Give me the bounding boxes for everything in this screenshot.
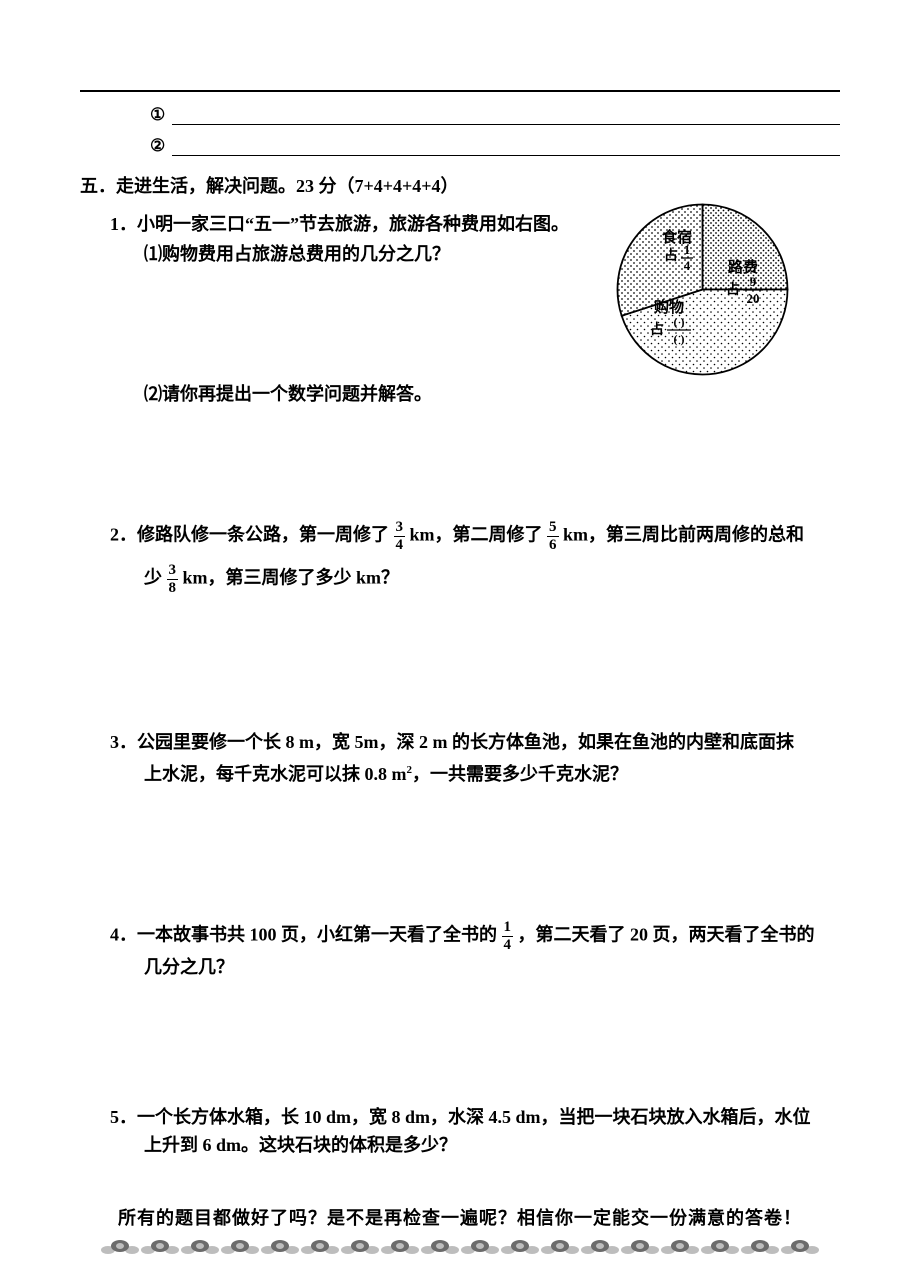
underline-2	[172, 131, 840, 156]
top-rule	[80, 90, 840, 92]
flower-border	[0, 1236, 920, 1258]
svg-text:( ): ( )	[674, 332, 685, 346]
flower-icon	[540, 1236, 580, 1258]
flower-icon	[460, 1236, 500, 1258]
section-5-heading: 五．走进生活，解决问题。23 分（7+4+4+4+4）	[80, 172, 840, 198]
question-2: 2．修路队修一条公路，第一周修了 34 km，第二周修了 56 km，第三周比前…	[110, 520, 840, 596]
svg-text:占: 占	[650, 321, 664, 338]
page: ① ② 五．走进生活，解决问题。23 分（7+4+4+4+4） 1．小明一家三口…	[0, 0, 920, 1288]
flower-icon	[740, 1236, 780, 1258]
pie-slice-food_lodging	[703, 205, 788, 290]
svg-text:20: 20	[747, 291, 760, 306]
question-4: 4．一本故事书共 100 页，小红第一天看了全书的 14 ，第二天看了 20 页…	[110, 920, 840, 981]
svg-text:( ): ( )	[674, 315, 685, 329]
flower-icon	[140, 1236, 180, 1258]
flower-icon	[260, 1236, 300, 1258]
circled-2: ②	[150, 136, 172, 156]
q2-number: 2．	[110, 525, 137, 545]
q2-frac2: 56	[547, 520, 559, 553]
flower-icon	[660, 1236, 700, 1258]
q1-sub2-text: 请你再提出一个数学问题并解答。	[162, 384, 432, 404]
flower-icon	[580, 1236, 620, 1258]
flower-icon	[100, 1236, 140, 1258]
q1-sub1-text: 购物费用占旅游总费用的几分之几？	[162, 244, 450, 264]
footer-text: 所有的题目都做好了吗？是不是再检查一遍呢？相信你一定能交一份满意的答卷！	[0, 1204, 920, 1230]
question-3: 3．公园里要修一个长 8 m，宽 5m，深 2 m 的长方体鱼池，如果在鱼池的内…	[110, 728, 840, 788]
pie-chart: 食宿 占 1 4 路费 占 9 20 购物 占 ( ) ( )	[615, 202, 790, 377]
flower-icon	[420, 1236, 460, 1258]
flower-icon	[180, 1236, 220, 1258]
blank-line-1: ①	[150, 100, 840, 125]
flower-icon	[500, 1236, 540, 1258]
q4-number: 4．	[110, 925, 137, 945]
q2-line1: 2．修路队修一条公路，第一周修了 34 km，第二周修了 56 km，第三周比前…	[110, 520, 840, 553]
q5-number: 5．	[110, 1107, 137, 1127]
q3-number: 3．	[110, 732, 137, 752]
svg-text:1: 1	[684, 242, 691, 257]
svg-text:占: 占	[664, 247, 678, 264]
footer: 所有的题目都做好了吗？是不是再检查一遍呢？相信你一定能交一份满意的答卷！	[0, 1204, 920, 1258]
blank-line-2: ②	[150, 131, 840, 156]
underline-1	[172, 100, 840, 125]
svg-text:9: 9	[750, 274, 757, 289]
q2-line2: 少 38 km，第三周修了多少 km？	[144, 563, 840, 596]
q1-sub2: ⑵请你再提出一个数学问题并解答。	[144, 380, 840, 408]
flower-icon	[620, 1236, 660, 1258]
flower-icon	[700, 1236, 740, 1258]
q4-frac: 14	[502, 920, 514, 953]
q2-frac1: 34	[394, 520, 406, 553]
pie-label-shopping: 购物	[654, 298, 684, 316]
q4-line2: 几分之几？	[144, 953, 840, 981]
flower-icon	[340, 1236, 380, 1258]
q3-line2: 上水泥，每千克水泥可以抹 0.8 m2，一共需要多少千克水泥？	[144, 756, 840, 788]
q1-sub2-label: ⑵	[144, 384, 162, 404]
blank-answer-lines: ① ②	[150, 100, 840, 156]
flower-icon	[220, 1236, 260, 1258]
svg-text:占: 占	[726, 281, 740, 298]
flower-icon	[380, 1236, 420, 1258]
circled-1: ①	[150, 105, 172, 125]
q1-sub1-label: ⑴	[144, 244, 162, 264]
question-5: 5．一个长方体水箱，长 10 dm，宽 8 dm，水深 4.5 dm，当把一块石…	[110, 1103, 840, 1159]
svg-text:4: 4	[684, 258, 691, 273]
q4-line1: 4．一本故事书共 100 页，小红第一天看了全书的 14 ，第二天看了 20 页…	[110, 920, 840, 953]
q1-number: 1．	[110, 214, 137, 234]
flower-icon	[780, 1236, 820, 1258]
q3-line1: 3．公园里要修一个长 8 m，宽 5m，深 2 m 的长方体鱼池，如果在鱼池的内…	[110, 728, 840, 756]
q2-frac3: 38	[167, 563, 179, 596]
q5-line2: 上升到 6 dm。这块石块的体积是多少？	[144, 1131, 840, 1159]
q1-text: 小明一家三口“五一”节去旅游，旅游各种费用如右图。	[137, 214, 569, 234]
flower-icon	[300, 1236, 340, 1258]
q5-line1: 5．一个长方体水箱，长 10 dm，宽 8 dm，水深 4.5 dm，当把一块石…	[110, 1103, 840, 1131]
